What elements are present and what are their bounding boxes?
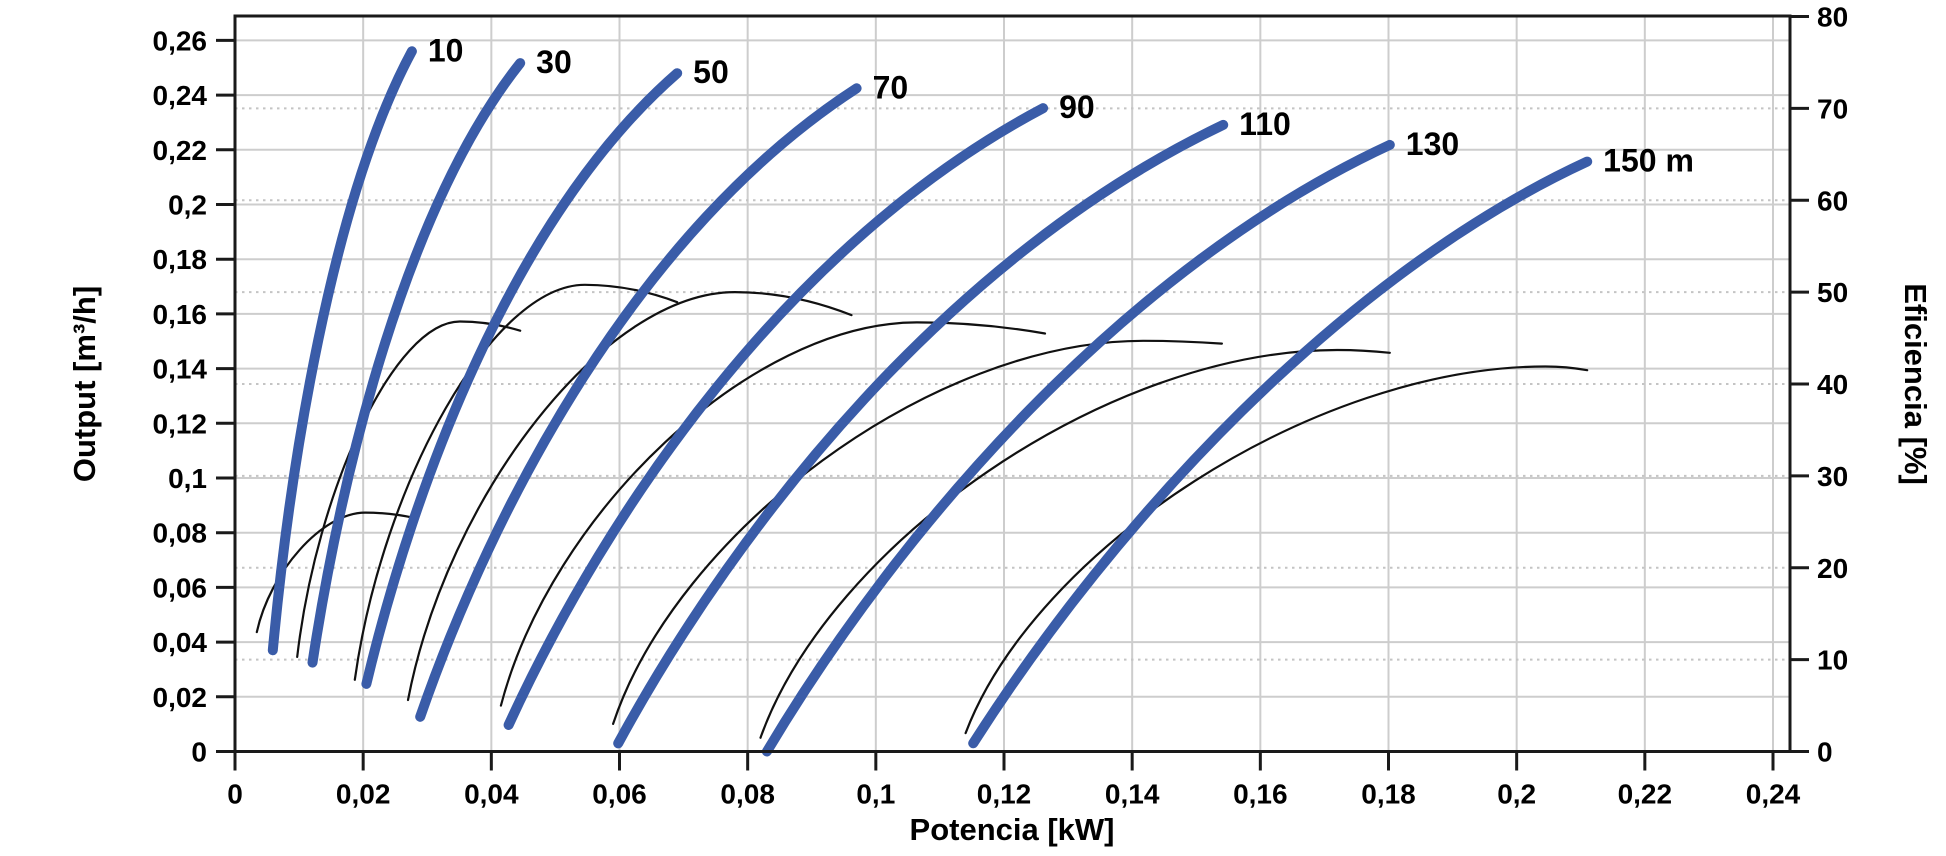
left-axis-tick-label-0,18: 0,18	[153, 244, 208, 275]
x-axis-tick-label-0,08: 0,08	[720, 779, 775, 810]
head-curve-label-150m: 150 m	[1603, 143, 1694, 179]
x-axis-tick-label-0,24: 0,24	[1746, 779, 1801, 810]
x-axis-tick-label-0,18: 0,18	[1361, 779, 1416, 810]
left-axis-title: Output [m³/h]	[67, 286, 102, 482]
left-axis-tick-label-0,22: 0,22	[153, 135, 208, 166]
right-axis-tick-label-50: 50	[1817, 277, 1848, 308]
efficiency-curve-150	[964, 365, 1589, 735]
left-axis-tick-label-0,16: 0,16	[153, 299, 208, 330]
x-axis-tick-label-0,04: 0,04	[464, 779, 519, 810]
left-axis-tick-label-0,2: 0,2	[168, 190, 207, 221]
head-curve-30	[307, 58, 526, 668]
x-axis-title: Potencia [kW]	[910, 812, 1115, 847]
head-curve-label-130: 130	[1406, 126, 1459, 162]
head-curve-50	[361, 68, 683, 689]
left-axis-tick-label-0,08: 0,08	[153, 518, 208, 549]
efficiency-curve-30	[296, 320, 522, 658]
left-axis-tick-label-0,02: 0,02	[153, 682, 208, 713]
right-axis-tick-label-60: 60	[1817, 185, 1848, 216]
head-curve-110	[613, 119, 1229, 749]
x-axis-tick-label-0,12: 0,12	[977, 779, 1032, 810]
x-axis-tick-label-0,1: 0,1	[856, 779, 895, 810]
head-curve-150m	[968, 156, 1593, 749]
head-curve-90	[503, 103, 1049, 730]
left-axis-tick-label-0,14: 0,14	[153, 354, 208, 385]
left-axis-tick-label-0,04: 0,04	[153, 627, 208, 658]
right-axis-tick-label-0: 0	[1817, 737, 1833, 768]
efficiency-curve-50	[353, 283, 679, 681]
head-curve-label-10: 10	[428, 32, 464, 68]
x-axis-tick-label-0,22: 0,22	[1618, 779, 1673, 810]
efficiency-curve-10	[255, 511, 417, 634]
efficiency-curve-130	[759, 348, 1391, 739]
left-axis-tick-label-0,12: 0,12	[153, 408, 208, 439]
x-axis-tick-label-0,2: 0,2	[1497, 779, 1536, 810]
head-curve-130	[761, 139, 1395, 757]
head-curve-10	[267, 46, 417, 656]
left-axis-tick-label-0,1: 0,1	[168, 463, 207, 494]
x-axis-tick-label-0,02: 0,02	[336, 779, 391, 810]
left-axis-tick-label-0: 0	[191, 737, 207, 768]
x-axis-tick-label-0,06: 0,06	[592, 779, 647, 810]
right-axis-tick-label-70: 70	[1817, 93, 1848, 124]
right-axis-tick-label-40: 40	[1817, 369, 1848, 400]
left-axis-tick-label-0,06: 0,06	[153, 572, 208, 603]
right-axis-tick-label-80: 80	[1817, 2, 1848, 33]
head-curve-label-90: 90	[1059, 89, 1095, 125]
head-curve-label-30: 30	[536, 44, 572, 80]
efficiency-curve-110	[612, 339, 1223, 725]
right-axis-title: Eficiencia [%]	[1898, 283, 1933, 485]
left-axis-tick-label-0,24: 0,24	[153, 80, 208, 111]
right-axis-tick-label-30: 30	[1817, 461, 1848, 492]
x-axis-tick-label-0: 0	[227, 779, 243, 810]
head-curve-label-50: 50	[693, 54, 729, 90]
right-axis-tick-label-10: 10	[1817, 645, 1848, 676]
x-axis-tick-label-0,16: 0,16	[1233, 779, 1288, 810]
head-curve-label-110: 110	[1239, 106, 1291, 142]
head-curve-70	[415, 83, 862, 722]
efficiency-curve-90	[499, 321, 1047, 707]
right-axis-tick-label-20: 20	[1817, 553, 1848, 584]
left-axis-tick-label-0,26: 0,26	[153, 25, 208, 56]
x-axis-tick-label-0,14: 0,14	[1105, 779, 1160, 810]
head-curve-label-70: 70	[873, 69, 909, 105]
